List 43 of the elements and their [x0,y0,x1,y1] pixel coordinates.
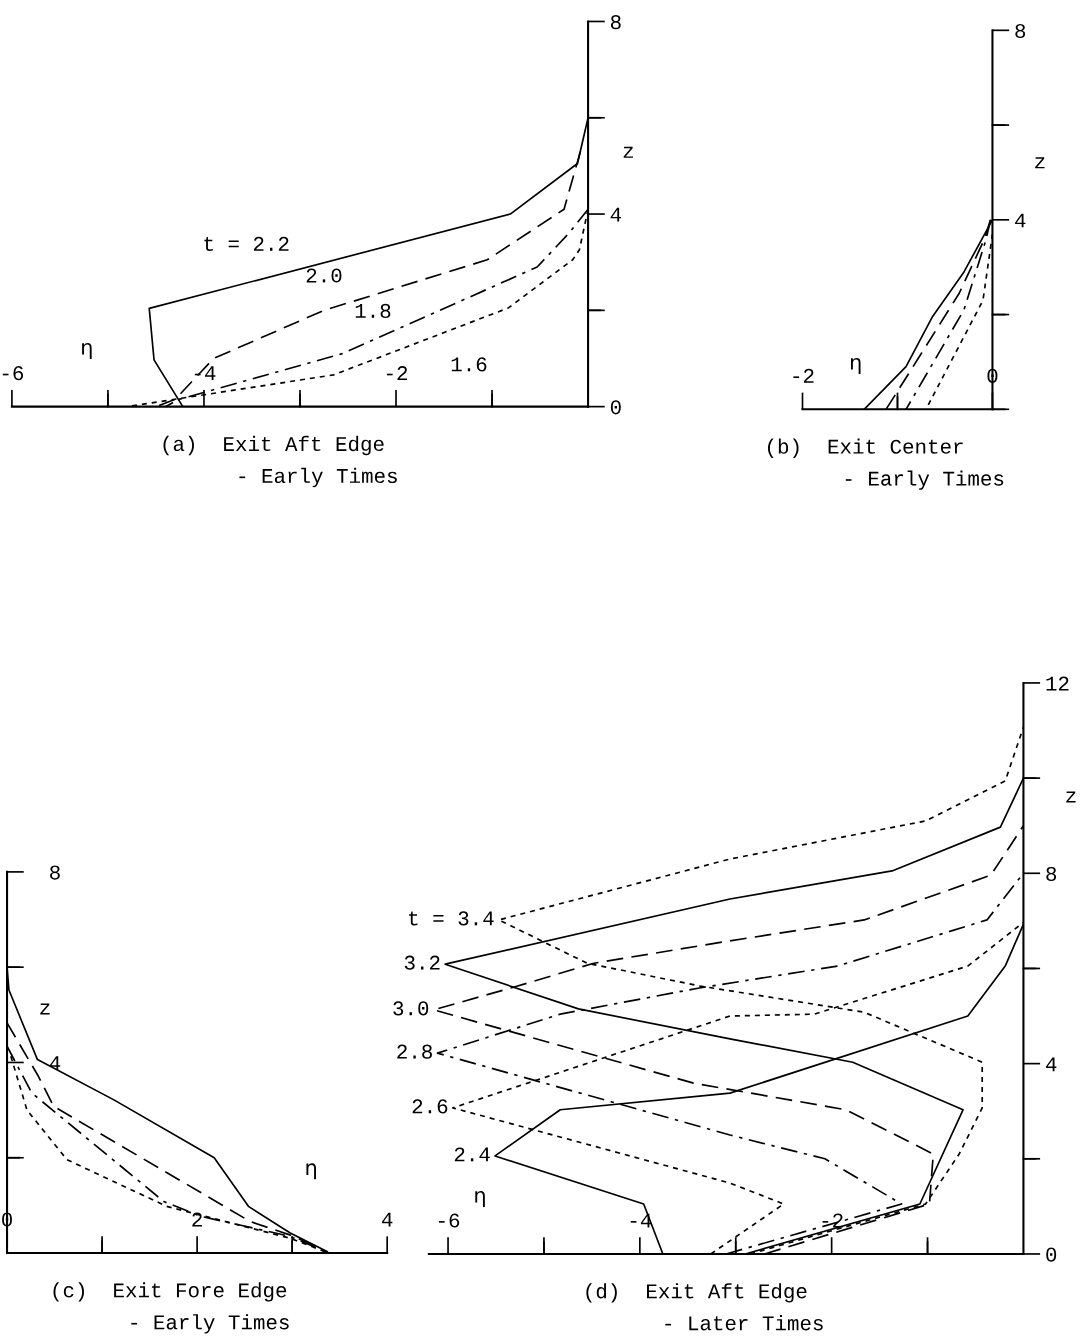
annotation: t = 2.2 [204,236,289,251]
y-tick-label: 8 [50,865,60,880]
annotation: 1.6 [451,357,487,372]
y-tick-label: 12 [1046,676,1069,691]
annotation: 2.0 [306,268,342,283]
annotation: 3.2 [404,955,440,970]
annotation: 1.8 [355,303,391,318]
x-axis-title: η [475,1190,485,1207]
text: - Early Times [239,467,397,488]
x-tick-label: 2 [192,1212,202,1227]
x-axis-title: η [850,357,861,374]
y-tick-label: 4 [610,207,622,222]
text: - Early Times [845,470,1004,490]
y-tick-label: 4 [1046,1057,1057,1072]
text: - Early Times [131,1314,289,1334]
x-axis-title: η [82,342,92,359]
y-axis-title: z [1066,791,1076,803]
y-tick-label: 0 [610,400,621,415]
y-tick-label: 8 [610,15,621,30]
annotation: 2.4 [454,1147,490,1162]
x-tick-label: -2 [386,366,408,381]
x-tick-label: -2 [793,368,814,383]
y-tick-label: 0 [1046,1247,1057,1262]
text: - Later Times [665,1315,823,1331]
y-axis-title: z [623,146,634,158]
x-tick-label: -6 [438,1213,460,1228]
x-tick-label: 4 [381,1212,393,1227]
text: (b) Exit Center [767,438,963,458]
y-axis-title: z [1035,157,1045,169]
text: (c) Exit Fore Edge [53,1282,287,1302]
x-tick-label: -4 [194,366,216,381]
x-axis-title: η [306,1163,316,1180]
annotation: 2.6 [412,1099,448,1114]
annotation: 2.8 [397,1044,432,1059]
x-tick-label: -6 [2,366,24,381]
x-tick-label: -4 [630,1213,652,1228]
text: (d) Exit Aft Edge [586,1283,807,1303]
y-axis-title: z [40,1003,50,1015]
y-tick-label: 8 [1015,23,1026,39]
y-tick-label: 8 [1046,866,1057,882]
annotation: 3.0 [393,1001,429,1016]
text: (a) Exit Aft Edge [163,435,384,456]
annotation: t = 3.4 [409,911,494,926]
